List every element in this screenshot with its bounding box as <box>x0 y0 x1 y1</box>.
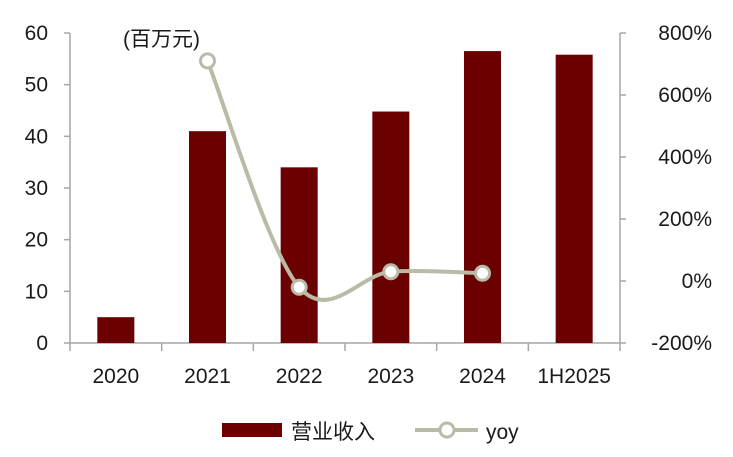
revenue-bar <box>464 51 501 343</box>
legend-bar-label: 营业收入 <box>291 421 375 444</box>
right-tick-label: 400% <box>658 146 712 169</box>
yoy-point <box>199 52 216 70</box>
left-tick-label: 10 <box>25 280 48 303</box>
x-tick-label: 2024 <box>459 365 506 388</box>
right-tick-label: 600% <box>658 84 712 107</box>
right-tick-label: -200% <box>651 332 712 355</box>
yoy-line <box>205 60 483 302</box>
unit-label: (百万元) <box>123 28 200 51</box>
right-tick-label: 200% <box>658 208 712 231</box>
x-tick-label: 2021 <box>184 365 231 388</box>
left-tick-label: 30 <box>25 177 48 200</box>
right-tick-label: 800% <box>658 22 712 45</box>
legend-bar-swatch <box>222 423 282 437</box>
x-tick-label: 2020 <box>92 365 139 388</box>
revenue-bar <box>189 131 226 343</box>
axes: 0 10 20 30 40 50 60 -200% 0% 200% 400% 600% 800% 2020… <box>25 22 712 388</box>
left-tick-label: 50 <box>25 74 48 97</box>
legend-line-label: yoy <box>486 421 519 444</box>
yoy-point <box>382 263 400 281</box>
x-tick-label: 2023 <box>367 365 414 388</box>
yoy-series <box>199 52 491 302</box>
right-tick-label: 0% <box>682 270 712 293</box>
revenue-bar <box>97 317 135 343</box>
revenue-bar <box>555 54 593 343</box>
left-tick-label: 0 <box>36 332 48 355</box>
legend-line-marker <box>438 421 456 439</box>
left-tick-label: 40 <box>25 125 48 148</box>
left-tick-label: 60 <box>25 22 48 45</box>
legend: 营业收入 yoy <box>222 421 519 444</box>
revenue-bar <box>280 167 318 343</box>
left-tick-label: 20 <box>25 229 48 252</box>
yoy-point <box>290 278 308 296</box>
bar-series <box>97 51 593 344</box>
yoy-point <box>474 264 491 282</box>
x-tick-label: 2022 <box>276 365 323 388</box>
x-tick-label: 1H2025 <box>537 365 611 388</box>
revenue-bar <box>372 111 410 344</box>
